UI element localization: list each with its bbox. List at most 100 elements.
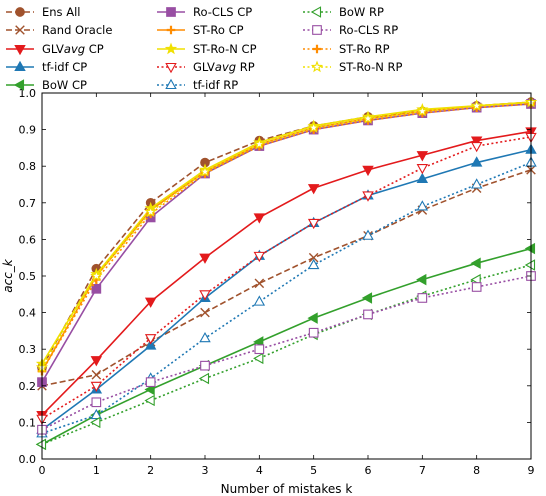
data-point-glvavg-cp-2 [144,297,157,308]
data-point-bow-rp-2 [144,394,155,407]
data-point-st-ro-n-rp-4 [253,137,266,150]
legend-marker-st-ro-n-rp [310,60,324,73]
axes: 0 1 2 3 4 5 6 7 8 9 0.0 0.1 0.2 0.3 0.4 0.5 0.6 0.7 0.8 0.9… [1,87,535,496]
data-point-ro-cls-rp-5 [308,327,319,338]
x-tick-label-6: 6 [365,464,372,477]
series-line-tf-idf-rp [41,161,532,435]
legend-label-st-ro-rp: ST-Ro RP [339,42,390,56]
legend-marker-glvavg-rp [165,62,177,74]
legend-label-rand-oracle: Rand Oracle [42,23,112,37]
series-st-ro-cp [37,97,536,376]
data-point-glvavg-rp-7 [416,163,429,175]
data-point-ro-cls-rp-1 [91,397,102,408]
data-point-glvavg-cp-3 [199,253,211,264]
data-point-tf-idf-rp-6 [362,229,374,240]
data-point-glvavg-cp-1 [90,356,103,367]
legend-marker-st-ro-n-cp [164,42,178,55]
legend-item-ro-cls-cp: Ro-CLS CP [157,5,252,19]
plot-frame [41,92,532,460]
data-point-bow-rp-8 [470,273,481,286]
legend-label-bow-cp: BoW CP [42,78,87,92]
legend-item-st-ro-cp: ST-Ro CP [157,23,244,37]
legend-item-ro-cls-rp: Ro-CLS RP [303,23,398,37]
data-point-tf-idf-rp-4 [253,295,266,306]
data-point-bow-cp-2 [144,383,155,396]
data-point-ro-cls-rp-8 [471,282,482,292]
x-tick-label-5: 5 [310,464,317,477]
series-tf-idf-cp [36,143,537,434]
y-axis-label: acc_k [1,258,15,293]
legend-item-st-ro-n-rp: ST-Ro-N RP [303,60,403,74]
series-bow-rp [35,259,536,451]
data-point-glvavg-rp-5 [307,218,320,230]
data-point-st-ro-n-rp-1 [90,269,103,282]
data-point-tf-idf-cp-8 [470,156,483,167]
data-point-ro-cls-rp-4 [254,344,265,355]
legend-item-glvavg-cp: GLVavg CP [6,42,104,56]
y-tick-label-6: 0.6 [19,233,37,246]
legend-item-bow-cp: BoW CP [6,78,87,92]
data-point-bow-rp-1 [90,416,101,429]
data-point-glvavg-cp-8 [470,136,483,147]
x-tick-label-3: 3 [202,464,209,477]
legend-marker-glvavg-cp [14,44,26,56]
legend-marker-tf-idf-rp [165,78,177,90]
legend-item-ens-all: Ens All [6,5,80,19]
legend-label-bow-rp: BoW RP [339,5,384,19]
data-point-tf-idf-cp-7 [416,172,429,184]
series-line-bow-rp [41,264,532,446]
y-tick-label-10: 1.0 [19,87,37,100]
data-point-ro-cls-cp-1 [91,283,102,294]
data-point-bow-cp-6 [361,292,373,304]
series-line-rand-oracle [41,169,532,387]
x-tick-label-9: 9 [528,464,535,477]
data-point-tf-idf-rp-1 [90,408,103,420]
data-point-st-ro-n-rp-5 [307,121,320,134]
legend-item-st-ro-n-cp: ST-Ro-N CP [157,42,257,56]
data-point-bow-rp-3 [198,372,210,385]
legend-marker-ro-cls-cp [166,7,176,17]
series-line-ens-all [41,101,532,368]
data-point-bow-cp-5 [307,312,318,324]
legend-item-glvavg-rp: GLVavg RP [157,60,255,74]
data-point-rand-oracle-5 [308,252,319,263]
legend-label-ro-cls-cp: Ro-CLS CP [193,5,252,19]
x-tick-label-2: 2 [147,464,154,477]
data-point-rand-oracle-3 [200,307,210,318]
data-point-tf-idf-rp-7 [416,200,429,211]
data-point-glvavg-cp-5 [307,184,320,195]
series-line-st-ro-rp [41,103,532,372]
data-point-tf-idf-rp-3 [199,331,211,343]
data-point-bow-cp-8 [470,257,481,269]
data-point-glvavg-cp-6 [362,165,374,177]
legend-label-glvavg-rp: GLVavg RP [193,60,255,74]
legend-label-ro-cls-rp: Ro-CLS RP [339,23,398,37]
data-point-st-ro-n-rp-2 [144,205,157,218]
legend-marker-ro-cls-rp [312,25,322,35]
data-point-glvavg-rp-4 [253,251,266,263]
y-tick-label-0: 0.0 [19,453,37,466]
legend-item-bow-rp: BoW RP [303,5,384,19]
data-point-glvavg-cp-7 [416,151,429,162]
legend-label-tf-idf-rp: tf-idf RP [193,78,238,92]
series-ro-cls-rp [37,271,536,435]
data-point-glvavg-cp-4 [253,213,266,224]
y-tick-label-2: 0.2 [19,380,37,393]
legend-marker-st-ro-cp [166,25,176,35]
x-axis-label: Number of mistakes k [221,482,353,496]
y-tick-label-3: 0.3 [19,343,37,356]
x-tick-label-1: 1 [93,464,100,477]
legend-item-tf-idf-cp: tf-idf CP [6,60,87,74]
data-point-glvavg-rp-2 [144,334,157,345]
legend-marker-ens-all [15,7,25,17]
legend-label-tf-idf-cp: tf-idf CP [42,60,87,74]
y-tick-label-5: 0.5 [19,270,37,283]
legend-item-st-ro-rp: ST-Ro RP [303,42,390,56]
legend-label-st-ro-cp: ST-Ro CP [193,23,244,37]
series-line-tf-idf-cp [41,148,532,431]
plot-area [35,95,538,451]
legend-marker-bow-cp [13,79,25,91]
legend-marker-tf-idf-cp [14,60,26,72]
legend: Ens All Rand Oracle GLVavg CP tf-idf CP BoW … [6,5,403,92]
